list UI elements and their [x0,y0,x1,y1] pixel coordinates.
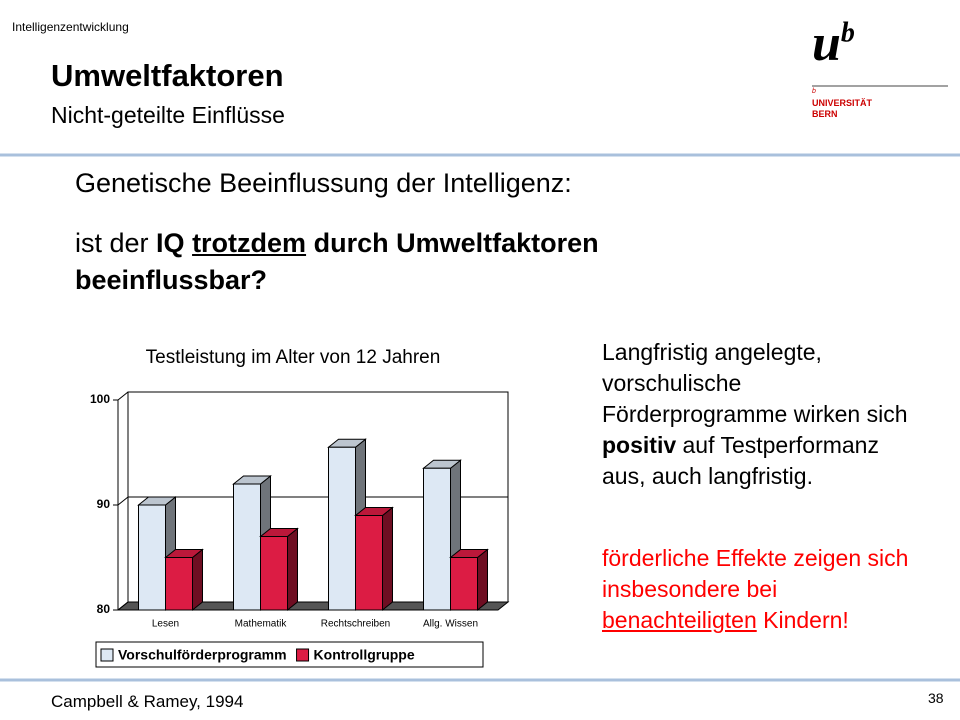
text: Langfristig angelegte, vorschulische För… [602,339,908,427]
bar-side [382,506,393,612]
logo-b: b [840,17,855,49]
logo-small: b [812,88,816,95]
text: förderliche Effekte zeigen sich insbeson… [602,545,909,602]
subtitle: Nicht-geteilte Einflüsse [51,102,285,128]
text: IQ [156,228,185,258]
title: Umweltfaktoren [51,58,284,93]
y-tick-label: 100 [90,392,110,406]
tick-slant [117,391,129,401]
question-intro: Genetische Beeinflussung der Intelligenz… [75,168,572,198]
source: Campbell & Ramey, 1994 [51,692,244,711]
question: ist der IQ trotzdem durch Umweltfaktoren… [75,225,735,299]
bar [423,467,451,611]
text: positiv [602,432,677,458]
x-tick-label: Mathematik [235,619,288,630]
legend-label: Vorschulförderprogramm [118,647,287,663]
tick-slant [117,496,129,506]
bar-side [287,527,298,612]
legend-label: Kontrollgruppe [314,647,415,663]
text: Kindern! [756,607,849,633]
bar [233,483,261,611]
text: benachteiligten [602,607,757,633]
text: durch Umweltfaktoren beeinflussbar? [75,228,599,295]
tick-slant [117,601,129,611]
bar [260,536,288,611]
legend-swatch [296,648,310,662]
x-tick-label: Lesen [152,619,179,630]
text: ist der [75,228,157,258]
legend-swatch [100,648,114,662]
course: Intelligenzentwicklung [12,20,129,34]
legend [95,641,484,668]
logo-u: u [812,15,841,72]
logo-line: BERN [812,109,838,119]
bar [138,504,166,611]
x-tick-label: Rechtschreiben [321,619,390,630]
logo-text: UNIVERSITÄT BERN [812,98,872,120]
bar [165,557,193,611]
finding: Langfristig angelegte, vorschulische För… [602,337,922,492]
y-tick-label: 90 [97,497,111,511]
bar-side [477,548,488,612]
chart-title: Testleistung im Alter von 12 Jahren [146,347,441,368]
logo-line: UNIVERSITÄT [812,98,873,108]
y-tick-label: 80 [97,602,111,616]
page-number: 38 [928,690,944,706]
bar [328,446,356,611]
text: trotzdem [192,228,307,258]
x-tick-label: Allg. Wissen [423,619,478,630]
logo-mark: ub [812,14,855,73]
bar [355,515,383,611]
bar [450,557,478,611]
text: auf Testperformanz aus, auch langfristig… [602,432,879,489]
bar-side [192,548,203,612]
highlight: förderliche Effekte zeigen sich insbeson… [602,543,922,636]
